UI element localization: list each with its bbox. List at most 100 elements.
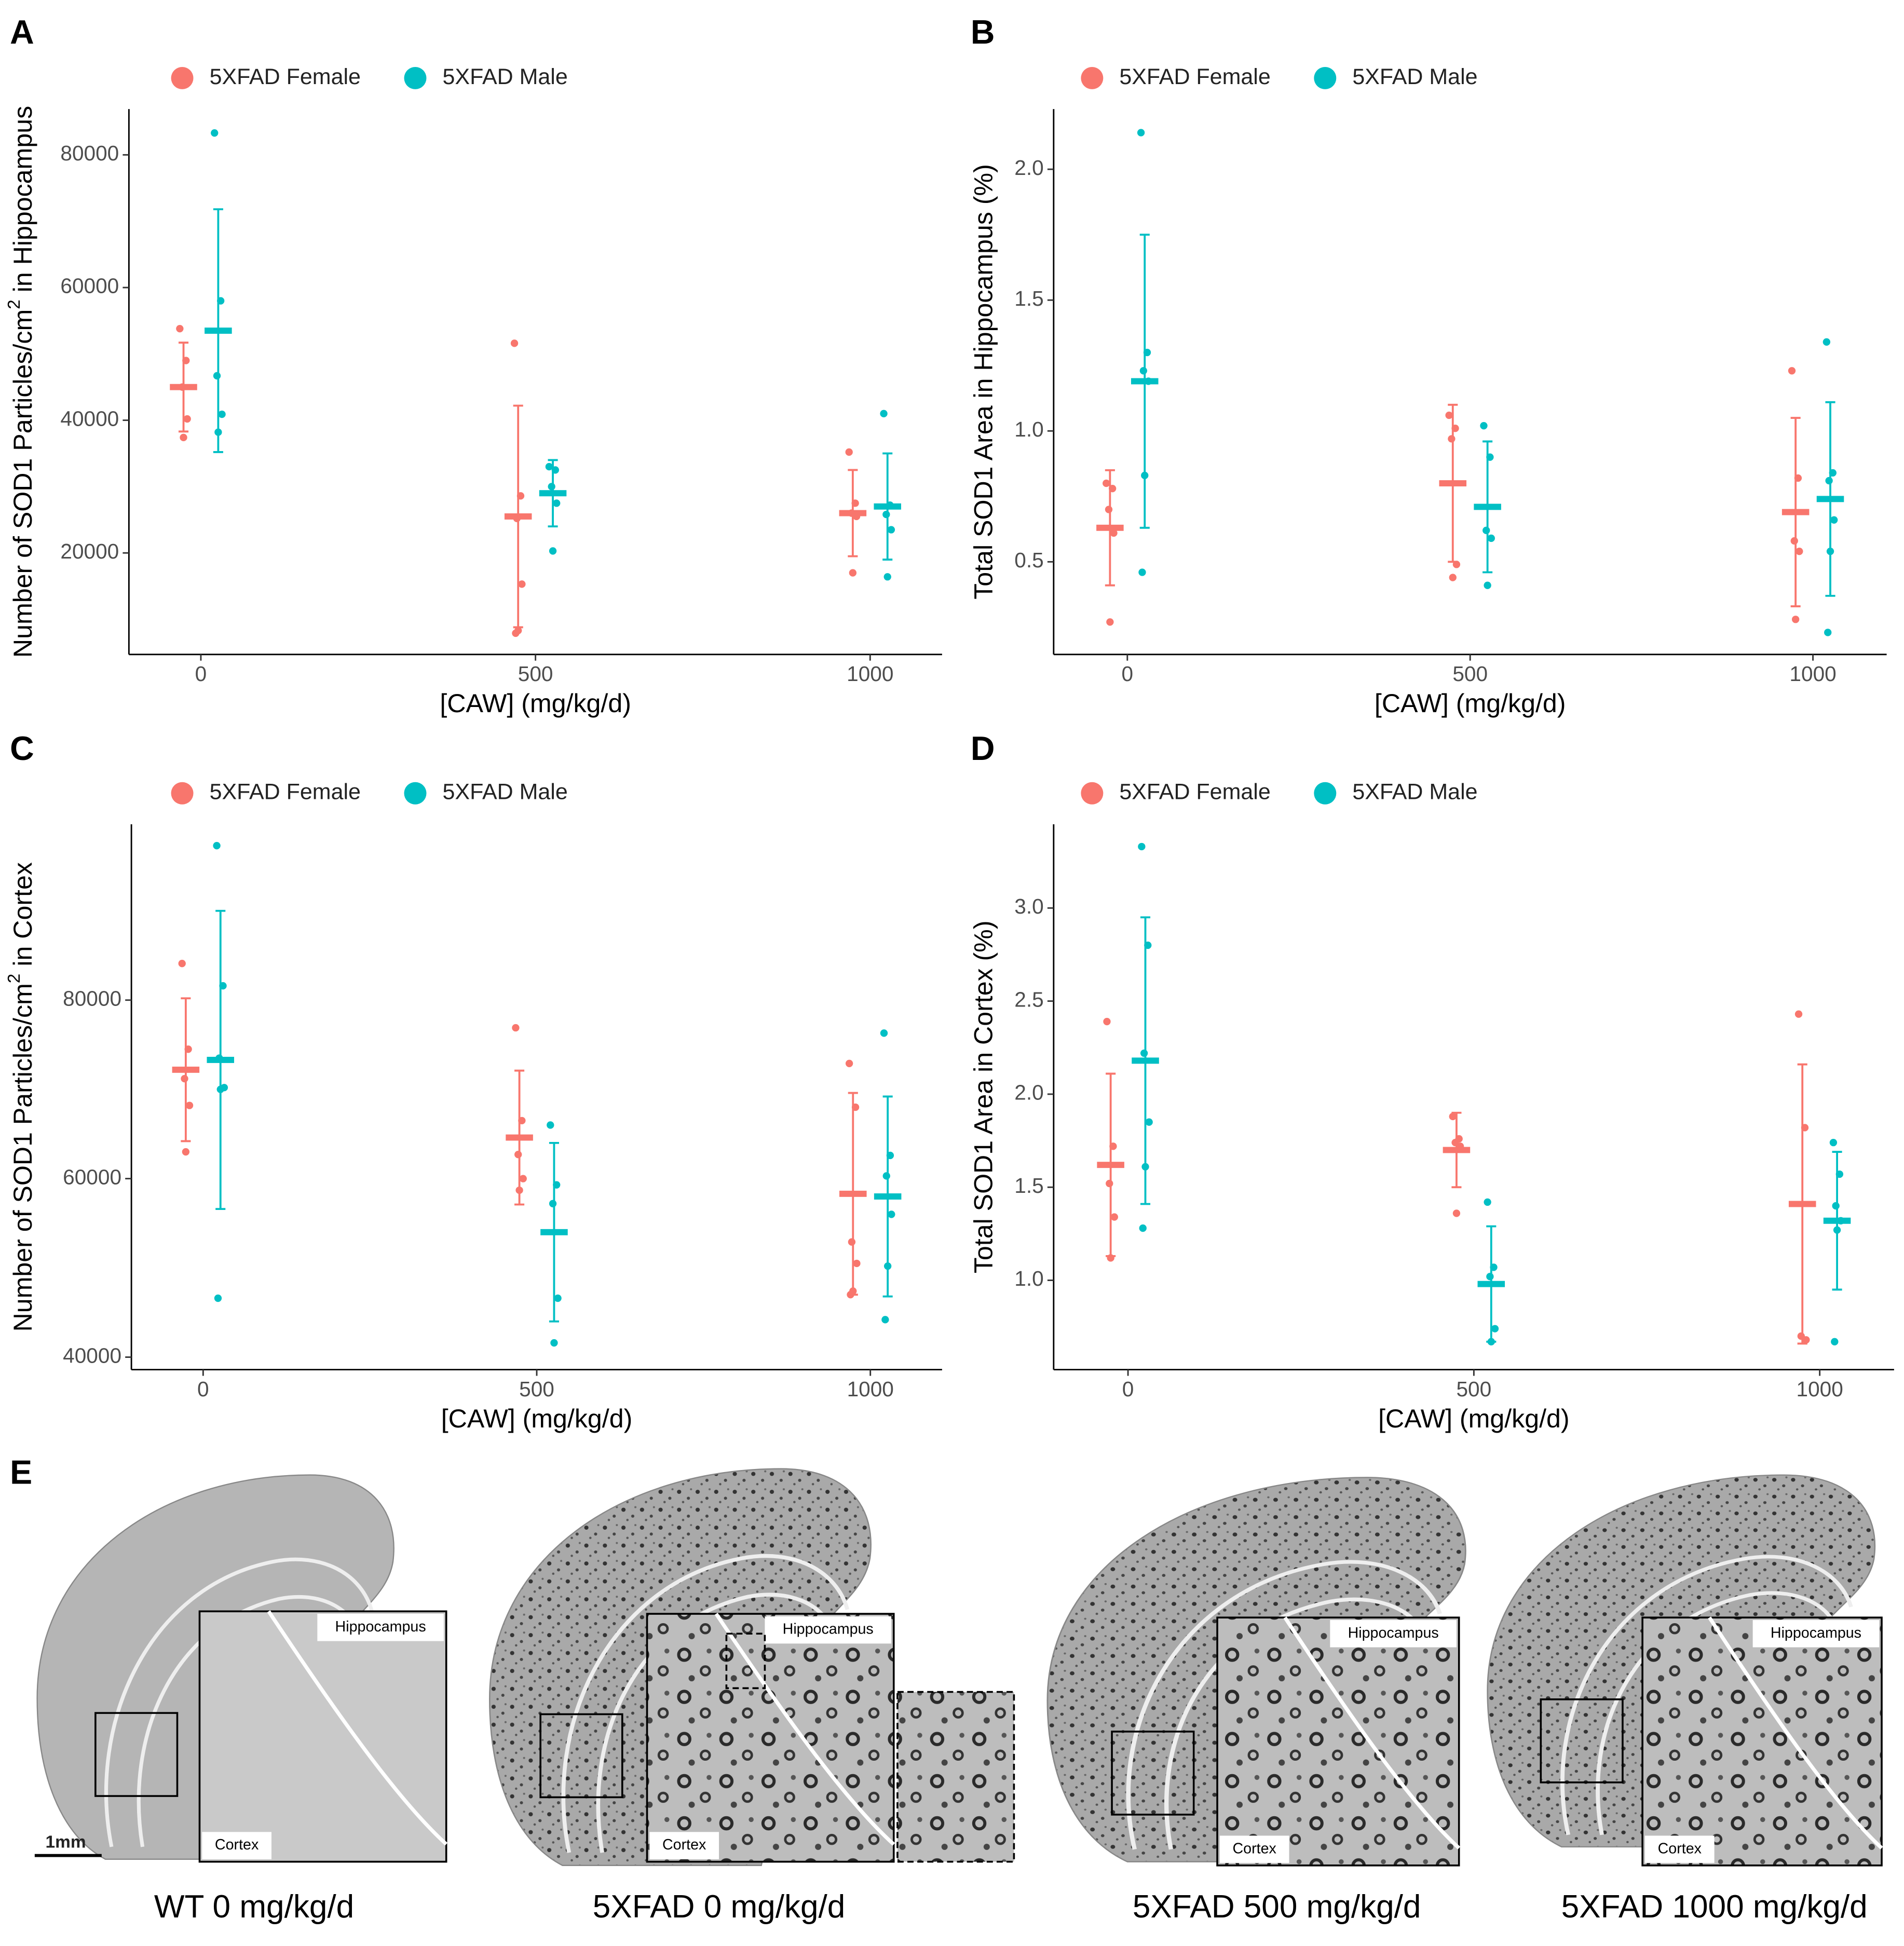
mean-bar bbox=[172, 1066, 200, 1073]
data-point bbox=[847, 1291, 854, 1299]
y-axis-title-part: Number of SOD1 Particles/cm bbox=[8, 309, 37, 658]
data-point bbox=[516, 492, 525, 500]
x-tick-label: 500 bbox=[519, 1377, 554, 1401]
mean-bar bbox=[205, 328, 232, 334]
data-point bbox=[181, 1074, 188, 1083]
mean-bar bbox=[506, 1134, 533, 1141]
x-tick-label: 0 bbox=[1122, 662, 1134, 686]
data-point bbox=[518, 580, 526, 588]
data-point bbox=[518, 1117, 526, 1125]
legend-label: 5XFAD Male bbox=[1352, 780, 1477, 805]
image-caption: 5XFAD 500 mg/kg/d bbox=[1133, 1889, 1421, 1925]
mean-bar bbox=[1823, 1217, 1851, 1224]
data-point bbox=[1486, 1273, 1494, 1281]
x-tick-label: 1000 bbox=[847, 1377, 894, 1401]
x-tick-label: 500 bbox=[518, 662, 553, 686]
mean-bar bbox=[839, 1190, 867, 1197]
mean-bar bbox=[540, 1229, 568, 1235]
data-point bbox=[1145, 1118, 1153, 1126]
image-caption: WT 0 mg/kg/d bbox=[154, 1889, 354, 1925]
zoom-box-dashed bbox=[725, 1632, 766, 1690]
data-point bbox=[887, 526, 895, 534]
data-point bbox=[219, 982, 227, 990]
data-point bbox=[886, 1151, 894, 1160]
mean-bar bbox=[1816, 496, 1844, 502]
inset-label: Cortex bbox=[1658, 1840, 1702, 1857]
y-axis-title: Number of SOD1 Particles/cm2 in Cortex bbox=[5, 862, 37, 1331]
data-point bbox=[218, 410, 226, 418]
data-point bbox=[883, 573, 891, 581]
y-tick-label: 3.0 bbox=[1014, 894, 1043, 918]
data-point bbox=[1794, 474, 1802, 482]
data-point bbox=[1449, 574, 1457, 581]
y-axis-title-part: 2 bbox=[5, 974, 24, 984]
legend-label: 5XFAD Female bbox=[210, 64, 361, 89]
x-tick-label: 1000 bbox=[1789, 662, 1836, 686]
x-tick-label: 0 bbox=[197, 1377, 209, 1401]
inset-label: Cortex bbox=[662, 1836, 706, 1853]
legend-label: 5XFAD Female bbox=[210, 780, 361, 805]
inset-label: Hippocampus bbox=[1771, 1625, 1861, 1641]
data-point bbox=[1486, 453, 1494, 461]
data-point bbox=[1109, 1142, 1117, 1150]
y-tick-label: 60000 bbox=[60, 274, 119, 298]
x-tick-label: 500 bbox=[1452, 662, 1488, 686]
y-tick-label: 60000 bbox=[63, 1165, 121, 1189]
data-point bbox=[1137, 129, 1145, 137]
data-point bbox=[881, 1316, 889, 1324]
data-point bbox=[185, 1101, 194, 1109]
data-point bbox=[1833, 1226, 1841, 1234]
data-point bbox=[1826, 548, 1834, 555]
x-tick-label: 1000 bbox=[847, 662, 893, 686]
inset-label: Hippocampus bbox=[1348, 1625, 1439, 1641]
data-point bbox=[1484, 581, 1491, 589]
data-point bbox=[1141, 1163, 1149, 1171]
inset-boundary bbox=[714, 1613, 895, 1846]
data-point bbox=[510, 339, 519, 347]
x-tick-label: 1000 bbox=[1797, 1377, 1843, 1401]
data-point bbox=[512, 1024, 520, 1032]
data-point bbox=[1830, 516, 1838, 524]
data-point bbox=[1144, 941, 1152, 949]
inset bbox=[1216, 1616, 1460, 1867]
data-point bbox=[1480, 422, 1488, 430]
y-axis-title: Total SOD1 Area in Cortex (%) bbox=[969, 920, 998, 1273]
data-point bbox=[883, 1262, 892, 1270]
y-tick-label: 40000 bbox=[63, 1343, 121, 1367]
inset-label-box bbox=[317, 1614, 444, 1641]
mean-bar bbox=[1474, 503, 1501, 510]
data-point bbox=[1143, 348, 1151, 357]
data-point bbox=[1452, 561, 1461, 568]
mean-bar bbox=[170, 384, 197, 390]
y-tick-label: 2.0 bbox=[1014, 156, 1043, 180]
data-point bbox=[176, 325, 184, 333]
data-point bbox=[214, 428, 222, 436]
data-point bbox=[1802, 1336, 1810, 1344]
data-point bbox=[213, 842, 221, 850]
inset-boundary bbox=[267, 1610, 448, 1846]
image-caption: 5XFAD 0 mg/kg/d bbox=[593, 1889, 846, 1925]
inset bbox=[198, 1610, 447, 1863]
data-point bbox=[1824, 629, 1832, 636]
data-point bbox=[845, 448, 853, 456]
y-tick-label: 2.0 bbox=[1014, 1081, 1043, 1105]
x-axis-title: [CAW] (mg/kg/d) bbox=[1378, 1404, 1570, 1433]
data-point bbox=[1788, 367, 1796, 375]
legend-label: 5XFAD Male bbox=[443, 64, 568, 89]
data-point bbox=[213, 372, 221, 380]
x-tick-label: 500 bbox=[1457, 1377, 1492, 1401]
data-point bbox=[880, 410, 888, 417]
y-axis-title: Number of SOD1 Particles/cm2 in Hippocam… bbox=[5, 106, 37, 658]
data-point bbox=[180, 433, 187, 442]
inset-label-box bbox=[1644, 1835, 1715, 1863]
x-axis-title: [CAW] (mg/kg/d) bbox=[441, 1404, 633, 1433]
data-point bbox=[514, 1151, 522, 1159]
y-tick-label: 1.0 bbox=[1014, 417, 1043, 441]
data-point bbox=[549, 1200, 557, 1207]
legend-swatch bbox=[171, 782, 194, 805]
inset-label-box bbox=[1752, 1620, 1880, 1648]
scale-bar-label: 1mm bbox=[46, 1833, 86, 1852]
data-point bbox=[1801, 1124, 1809, 1132]
mean-bar bbox=[1477, 1281, 1505, 1287]
